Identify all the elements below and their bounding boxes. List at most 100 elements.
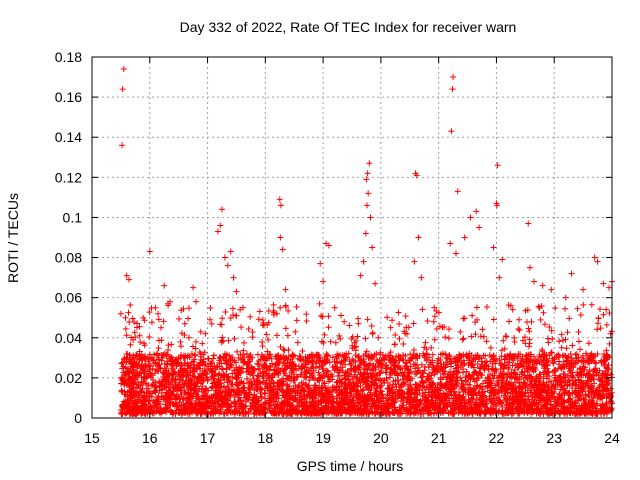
data-point — [574, 305, 581, 312]
data-point — [423, 400, 430, 407]
data-point — [307, 374, 314, 381]
data-point — [342, 399, 349, 406]
data-point — [146, 390, 153, 397]
data-point — [325, 313, 332, 320]
data-point — [220, 374, 227, 381]
data-point — [542, 363, 549, 370]
data-point — [204, 376, 211, 383]
data-point — [488, 384, 495, 391]
data-point — [243, 375, 250, 382]
data-point — [120, 363, 127, 370]
data-point — [232, 409, 239, 416]
data-point — [458, 408, 465, 415]
data-point — [601, 358, 608, 365]
data-point — [453, 398, 460, 405]
data-point — [227, 392, 234, 399]
data-point — [160, 376, 167, 383]
data-point — [228, 362, 235, 369]
data-point — [353, 388, 360, 395]
data-point — [545, 379, 552, 386]
data-point — [522, 307, 529, 314]
data-point — [316, 352, 323, 359]
data-point — [335, 369, 342, 376]
data-point — [281, 355, 288, 362]
data-point — [405, 395, 412, 402]
data-point — [186, 378, 193, 385]
data-point — [324, 356, 331, 363]
chart-title: Day 332 of 2022, Rate Of TEC Index for r… — [180, 19, 517, 35]
data-point — [376, 369, 383, 376]
data-point — [205, 410, 212, 417]
data-point — [238, 324, 245, 331]
data-point — [243, 398, 250, 405]
data-point — [266, 388, 273, 395]
data-point — [576, 338, 583, 345]
data-point — [356, 393, 363, 400]
data-point — [321, 380, 328, 387]
data-point — [468, 333, 475, 340]
data-point — [221, 350, 228, 357]
data-point — [398, 398, 405, 405]
data-point — [531, 396, 538, 403]
data-point — [120, 356, 127, 363]
data-point — [372, 364, 379, 371]
data-point — [241, 339, 248, 346]
data-point — [207, 316, 214, 323]
data-point — [415, 367, 422, 374]
data-point — [526, 374, 533, 381]
data-point — [515, 399, 522, 406]
data-point — [212, 409, 219, 416]
data-point — [599, 386, 606, 393]
data-point — [457, 328, 464, 335]
data-point — [222, 308, 229, 315]
data-point — [256, 410, 263, 417]
data-point — [548, 327, 555, 334]
data-point — [460, 351, 467, 358]
data-point — [178, 307, 185, 314]
data-point — [263, 356, 270, 363]
data-point — [315, 369, 322, 376]
data-point — [338, 312, 345, 319]
data-point — [190, 366, 197, 373]
data-point — [237, 351, 244, 358]
data-point — [337, 360, 344, 367]
data-point — [510, 405, 517, 412]
data-point — [518, 392, 525, 399]
data-point — [353, 375, 360, 382]
data-point — [407, 351, 414, 358]
data-point — [173, 393, 180, 400]
data-point — [127, 406, 134, 413]
data-point — [430, 367, 437, 374]
data-point — [211, 375, 218, 382]
data-point — [590, 352, 597, 359]
data-point — [197, 359, 204, 366]
data-point — [478, 386, 485, 393]
data-point — [527, 402, 534, 409]
data-point — [312, 395, 319, 402]
data-point — [199, 367, 206, 374]
data-point — [571, 402, 578, 409]
data-point — [496, 357, 503, 364]
data-point — [253, 377, 260, 384]
data-point — [410, 346, 417, 353]
data-point — [405, 324, 412, 331]
data-point — [173, 385, 180, 392]
data-point — [592, 359, 599, 366]
data-point — [318, 384, 325, 391]
data-point — [249, 328, 256, 335]
data-point — [211, 352, 218, 359]
data-point — [483, 338, 490, 345]
data-point — [372, 390, 379, 397]
data-point — [177, 338, 184, 345]
data-point — [293, 317, 300, 324]
data-point — [490, 375, 497, 382]
data-point — [386, 374, 393, 381]
data-point — [265, 336, 272, 343]
data-point — [607, 330, 614, 337]
data-point — [141, 342, 148, 349]
data-point — [575, 328, 582, 335]
data-point — [424, 407, 431, 414]
data-point — [507, 390, 514, 397]
data-point — [407, 381, 414, 388]
data-point — [190, 373, 197, 380]
